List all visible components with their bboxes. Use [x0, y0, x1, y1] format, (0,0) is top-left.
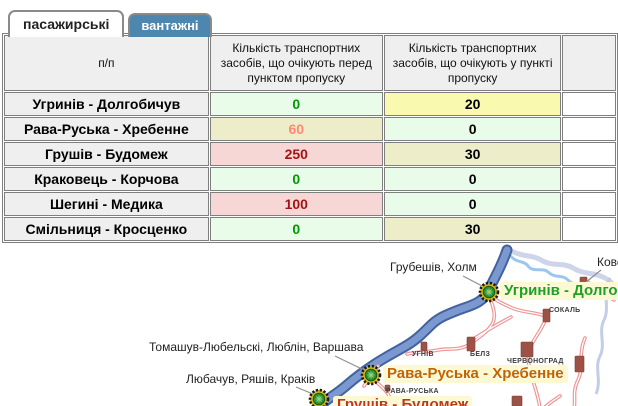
- crossing-label-hrushiv[interactable]: Грушів - Будомеж: [333, 396, 473, 406]
- clipped-cell: [562, 142, 616, 166]
- town-label-rava-ruska: РАВА-РУСЬКА: [386, 388, 439, 395]
- callout-kovel: Ковель: [595, 255, 618, 269]
- table-header-row: п/п Кількість транспортних засобів, що о…: [4, 35, 616, 91]
- clipped-cell: [562, 192, 616, 216]
- col-header-queue-before: Кількість транспортних засобів, що очіку…: [209, 35, 383, 91]
- table-row: Рава-Руська - Хребенне 60 0: [4, 117, 616, 141]
- col-header-checkpoint: п/п: [4, 35, 209, 91]
- tab-passenger[interactable]: пасажирські: [8, 10, 125, 37]
- queue-inside-value: 20: [383, 92, 562, 116]
- crossing-marker-rava-ruska[interactable]: [360, 364, 382, 386]
- queue-before-value: 0: [209, 217, 383, 241]
- crossing-name: Краковець - Корчова: [4, 167, 209, 191]
- town-markers: [384, 276, 588, 406]
- queues-table: п/п Кількість транспортних засобів, що о…: [2, 33, 618, 243]
- table-row: Краковець - Корчова 0 0: [4, 167, 616, 191]
- clipped-cell: [562, 92, 616, 116]
- crossing-name: Шегині - Медика: [4, 192, 209, 216]
- town-label-chervonohrad: ЧЕРВОНОГРАД: [507, 358, 564, 365]
- queue-before-value: 60: [209, 117, 383, 141]
- queue-inside-value: 30: [383, 217, 562, 241]
- queue-inside-value: 30: [383, 142, 562, 166]
- tab-cargo[interactable]: вантажні: [128, 13, 212, 37]
- queue-inside-value: 0: [383, 167, 562, 191]
- country-border-band-right: [594, 277, 612, 395]
- callout-lyubachuv: Любачув, Ряшів, Краків: [184, 372, 318, 386]
- callout-lines: [295, 269, 602, 395]
- queue-before-value: 0: [209, 167, 383, 191]
- crossing-label-rava-ruska[interactable]: Рава-Руська - Хребенне: [383, 365, 568, 383]
- crossing-marker-uhryniv[interactable]: [478, 281, 500, 303]
- table-row: Угринів - Долгобичув 0 20: [4, 92, 616, 116]
- crossing-name: Смільниця - Кросценко: [4, 217, 209, 241]
- vehicle-type-tabs: пасажирські вантажні: [8, 10, 212, 37]
- col-header-clipped: [562, 35, 616, 91]
- crossing-name: Грушів - Будомеж: [4, 142, 209, 166]
- clipped-cell: [562, 117, 616, 141]
- map-graphics: [295, 244, 618, 406]
- town-label-sokal: СОКАЛЬ: [549, 307, 581, 314]
- queue-before-value: 100: [209, 192, 383, 216]
- callout-hrubeshiv: Грубешів, Холм: [388, 260, 479, 274]
- callout-tomashuv: Томашув-Любельскі, Люблін, Варшава: [147, 340, 366, 354]
- border-map[interactable]: Грубешів, Холм Ковель Томашув-Любельскі,…: [0, 220, 618, 406]
- crossing-marker-hrushiv[interactable]: [308, 388, 330, 406]
- crossing-label-uhryniv[interactable]: Угринів - Долгобичув: [500, 282, 618, 300]
- table-row: Грушів - Будомеж 250 30: [4, 142, 616, 166]
- table-row: Смільниця - Кросценко 0 30: [4, 217, 616, 241]
- queue-inside-value: 0: [383, 192, 562, 216]
- crossing-name: Угринів - Долгобичув: [4, 92, 209, 116]
- clipped-cell: [562, 217, 616, 241]
- table-row: Шегині - Медика 100 0: [4, 192, 616, 216]
- town-label-belz: БЕЛЗ: [470, 351, 491, 358]
- clipped-cell: [562, 167, 616, 191]
- queue-before-value: 250: [209, 142, 383, 166]
- country-border-band: [505, 245, 618, 294]
- crossing-name: Рава-Руська - Хребенне: [4, 117, 209, 141]
- queue-inside-value: 0: [383, 117, 562, 141]
- queue-before-value: 0: [209, 92, 383, 116]
- town-label-uhniv: УГНІВ: [412, 351, 434, 358]
- col-header-queue-inside: Кількість транспортних засобів, що очіку…: [383, 35, 562, 91]
